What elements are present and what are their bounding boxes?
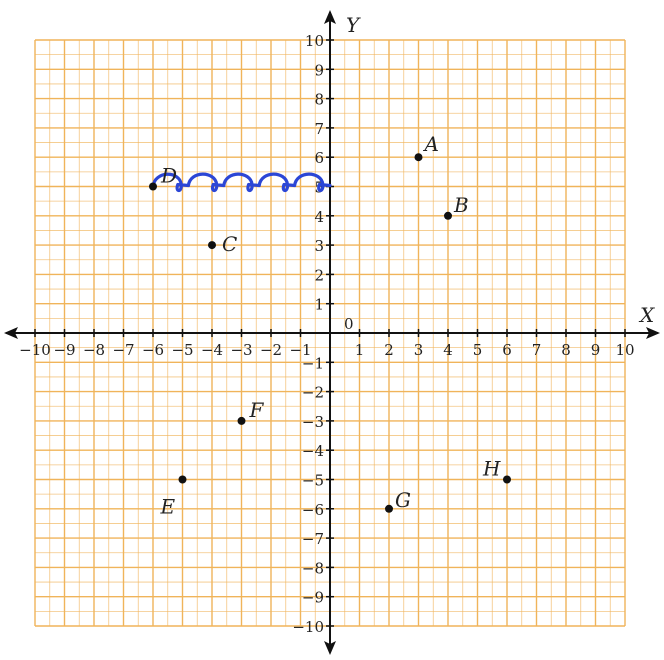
y-axis-label: Y (346, 13, 361, 37)
point-label-b: B (453, 193, 469, 217)
points: A B C D E F G H (149, 132, 511, 519)
tick-labels: −10 −9 −8 −7 −6 −5 −4 −3 −2 −1 1 2 3 4 5 6 7 8 9 10−10−9−8−… (19, 32, 634, 636)
point-label-d: D (160, 164, 177, 188)
y-tick-label: 9 (314, 61, 324, 79)
y-tick-label: 2 (314, 266, 324, 284)
y-tick-label: −2 (302, 384, 324, 402)
x-tick-label: 2 (384, 341, 394, 359)
y-axis-arrow-up (324, 10, 336, 24)
y-tick-label: 10 (305, 32, 324, 50)
y-tick-label: −4 (302, 442, 324, 460)
point-g (385, 504, 393, 513)
y-tick-label: −7 (302, 530, 324, 548)
x-tick-label: −8 (83, 341, 105, 359)
x-tick-label: 3 (414, 341, 424, 359)
axes (4, 10, 660, 655)
point-label-e: E (160, 495, 176, 519)
point-label-f: F (249, 398, 265, 422)
y-tick-label: 8 (314, 91, 324, 109)
x-axis-arrow-left (4, 327, 18, 339)
x-tick-label: 4 (443, 341, 453, 359)
x-tick-label: 5 (473, 341, 483, 359)
y-tick-label: −10 (292, 618, 324, 636)
x-tick-label: 6 (502, 341, 512, 359)
point-d (149, 182, 157, 191)
y-axis-arrow-down (324, 641, 336, 655)
y-tick-label: 3 (314, 237, 324, 255)
x-tick-label: −10 (19, 341, 51, 359)
x-axis-label: X (638, 303, 655, 327)
x-tick-label: 7 (532, 341, 542, 359)
point-label-h: H (482, 457, 501, 481)
x-tick-label: 9 (591, 341, 601, 359)
x-tick-label: 8 (561, 341, 571, 359)
point-e (178, 475, 187, 484)
y-tick-label: 7 (314, 120, 324, 138)
point-label-c: C (222, 232, 237, 256)
y-tick-label: 6 (314, 149, 324, 167)
x-tick-label: −4 (201, 341, 223, 359)
x-tick-label: 1 (355, 341, 365, 359)
point-a (414, 153, 423, 162)
handwritten-annotation (151, 172, 332, 193)
x-tick-label: 10 (615, 341, 634, 359)
point-f (237, 416, 246, 425)
x-tick-label: −5 (171, 341, 193, 359)
x-tick-label: −3 (230, 341, 252, 359)
point-label-a: A (423, 132, 439, 156)
point-h (503, 475, 511, 484)
y-tick-label: −8 (302, 559, 324, 577)
x-tick-label: −1 (289, 341, 311, 359)
x-tick-label: −9 (53, 341, 75, 359)
x-axis-arrow-right (646, 327, 660, 339)
x-tick-label: −2 (260, 341, 282, 359)
x-tick-label: −7 (112, 341, 134, 359)
y-tick-label: −9 (302, 589, 324, 607)
y-tick-label: −5 (302, 472, 324, 490)
annotations (151, 172, 332, 193)
x-tick-label: −6 (142, 341, 164, 359)
y-tick-label: 1 (314, 296, 324, 314)
y-tick-label: 4 (314, 208, 324, 226)
y-tick-label: −6 (302, 501, 324, 519)
point-label-g: G (395, 488, 411, 512)
point-b (444, 211, 452, 220)
point-c (208, 241, 216, 250)
y-tick-label: −1 (302, 354, 324, 372)
origin-label: 0 (344, 315, 354, 333)
y-tick-label: −3 (302, 413, 324, 431)
